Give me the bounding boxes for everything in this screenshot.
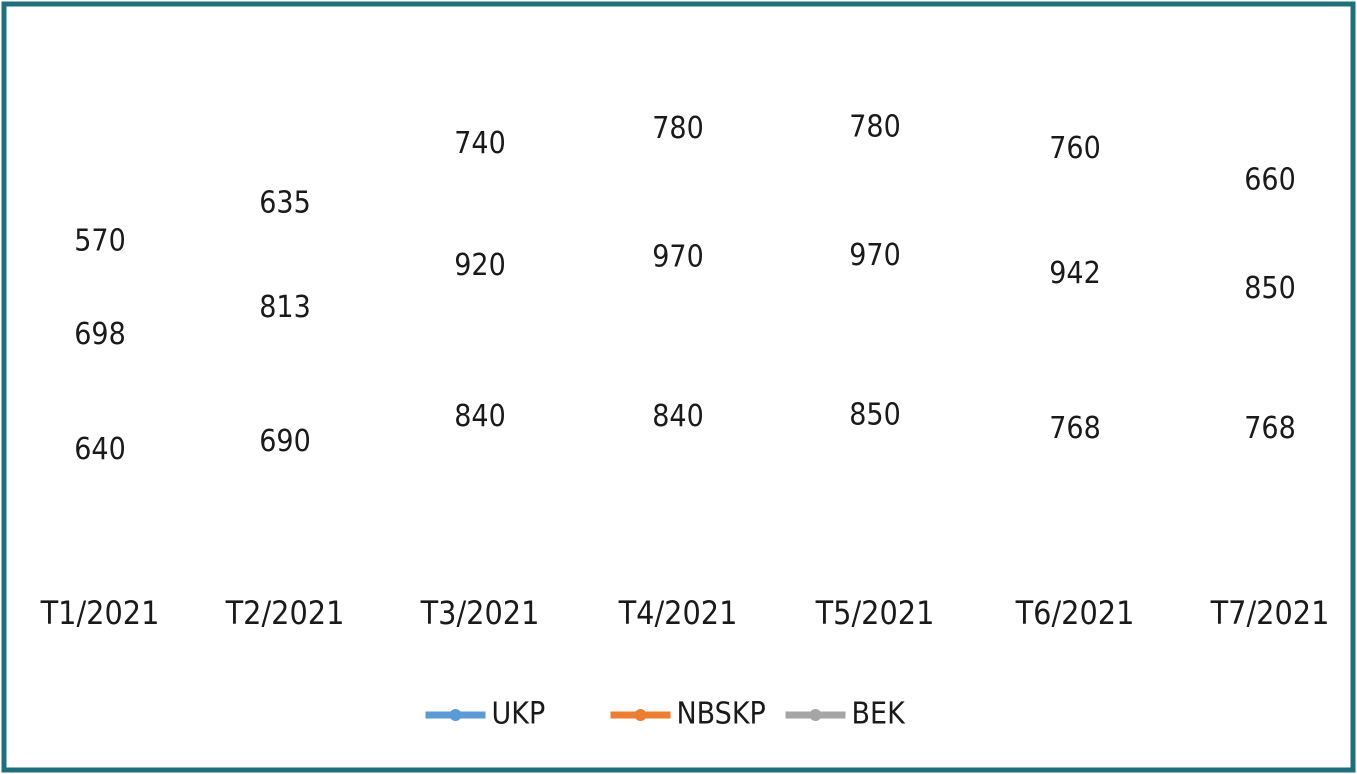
data-label: 920 (454, 248, 506, 283)
x-tick-label: T3/2021 (420, 594, 540, 632)
data-label: 850 (1244, 271, 1296, 306)
legend-marker (449, 709, 462, 721)
data-label: 570 (74, 223, 126, 258)
data-label: 970 (849, 238, 901, 273)
data-label: 635 (259, 186, 311, 221)
data-label: 768 (1049, 411, 1101, 446)
data-label: 768 (1244, 411, 1296, 446)
data-label: 740 (454, 126, 506, 161)
legend-label: NBSKP (677, 697, 766, 732)
data-label: 970 (652, 240, 704, 275)
legend-marker (634, 709, 647, 721)
data-label: 780 (849, 110, 901, 145)
data-label: 850 (849, 398, 901, 433)
data-label: 840 (652, 399, 704, 434)
data-label: 698 (74, 317, 126, 352)
x-tick-label: T2/2021 (225, 594, 345, 632)
x-tick-label: T6/2021 (1015, 594, 1135, 632)
data-label: 760 (1049, 131, 1101, 166)
data-label: 660 (1244, 163, 1296, 198)
data-label: 780 (652, 111, 704, 146)
legend-label: BEK (852, 697, 907, 732)
data-label: 942 (1049, 256, 1101, 291)
data-label: 840 (454, 399, 506, 434)
legend-marker (809, 709, 822, 721)
data-label: 813 (259, 290, 311, 325)
x-tick-label: T5/2021 (815, 594, 935, 632)
legend-label: UKP (492, 697, 546, 732)
x-tick-label: T4/2021 (618, 594, 738, 632)
x-tick-label: T1/2021 (40, 594, 160, 632)
data-label: 640 (74, 432, 126, 467)
data-label: 690 (259, 424, 311, 459)
x-tick-label: T7/2021 (1210, 594, 1330, 632)
